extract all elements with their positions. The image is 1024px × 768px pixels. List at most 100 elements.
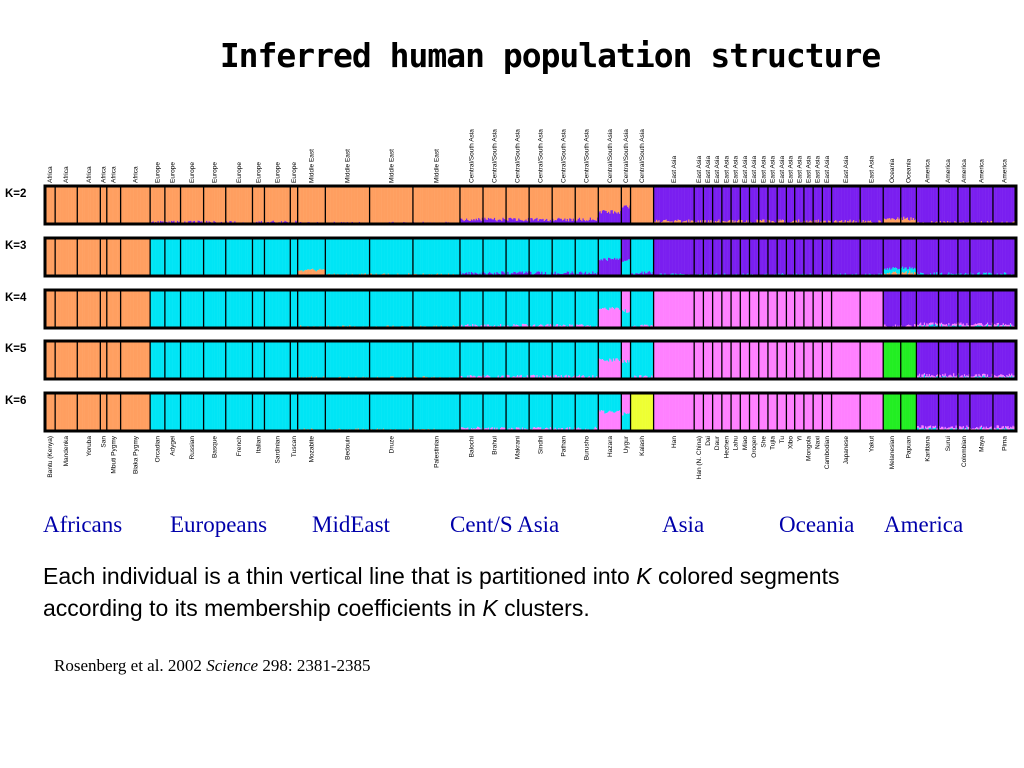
individual-violet	[694, 238, 696, 274]
individual-pink	[571, 324, 574, 328]
individual-cyan	[331, 238, 333, 275]
individual-orange	[901, 272, 904, 276]
individual-orange	[67, 341, 69, 379]
individual-cyan	[473, 238, 475, 275]
individual-orange	[349, 186, 351, 224]
individual-cyan	[369, 238, 372, 274]
individual-orange	[609, 186, 611, 214]
individual-violet	[741, 186, 743, 220]
individual-violet	[781, 238, 784, 274]
individual-cyan	[479, 238, 481, 274]
individual-cyan	[307, 290, 309, 327]
individual-cyan	[182, 290, 185, 328]
individual-violet	[759, 186, 762, 221]
individual-pink	[789, 290, 792, 328]
individual-cyan	[648, 290, 651, 328]
individual-cyan	[997, 324, 1000, 328]
individual-violet	[615, 212, 617, 224]
individual-cyan	[542, 238, 544, 275]
individual-cyan	[540, 290, 542, 325]
individual-pink	[743, 290, 746, 328]
individual-cyan	[208, 341, 210, 379]
individual-cyan	[410, 341, 412, 379]
individual-cyan	[920, 272, 922, 276]
individual-cyan	[450, 341, 452, 380]
population-block-karitiana	[916, 290, 939, 328]
individual-violet	[894, 238, 897, 268]
individual-violet	[900, 238, 903, 269]
individual-cyan	[191, 238, 193, 276]
individual-cyan	[190, 341, 192, 379]
individual-cyan	[426, 290, 428, 328]
individual-orange	[424, 186, 427, 226]
individual-orange	[139, 341, 141, 379]
individual-pink	[977, 323, 979, 325]
individual-orange	[615, 186, 617, 213]
individual-pink	[516, 375, 519, 379]
individual-violet	[724, 238, 726, 274]
individual-cyan	[566, 238, 569, 272]
individual-cyan	[325, 238, 327, 275]
individual-cyan	[424, 341, 427, 378]
individual-violet	[703, 186, 705, 222]
individual-pink	[922, 325, 925, 328]
individual-orange	[605, 186, 608, 211]
individual-violet	[808, 186, 810, 222]
individual-orange	[344, 186, 346, 223]
individual-orange	[186, 186, 189, 224]
individual-cyan	[315, 290, 318, 328]
individual-cyan	[242, 341, 245, 379]
individual-orange	[146, 290, 149, 328]
population-block-yakut	[860, 290, 884, 328]
individual-cyan	[641, 290, 643, 325]
individual-violet	[784, 186, 786, 224]
individual-cyan	[339, 238, 342, 276]
individual-pink	[645, 324, 647, 328]
individual-orange	[164, 186, 167, 222]
individual-orange	[63, 238, 66, 276]
individual-pink	[698, 290, 701, 328]
individual-orange	[91, 290, 94, 328]
individual-orange	[173, 186, 175, 221]
individual-violet	[677, 238, 679, 277]
individual-pink	[755, 290, 757, 328]
individual-pink	[861, 290, 863, 328]
individual-orange	[50, 341, 52, 379]
individual-pink	[722, 290, 725, 328]
individual-orange	[130, 341, 132, 379]
individual-pink	[862, 290, 865, 328]
individual-pink	[684, 290, 687, 328]
individual-orange	[853, 220, 855, 224]
individual-cyan	[648, 238, 651, 272]
individual-cyan	[303, 238, 306, 271]
individual-violet	[826, 186, 829, 223]
individual-violet	[612, 259, 615, 276]
individual-violet	[664, 186, 666, 221]
individual-pink	[689, 290, 691, 328]
individual-violet	[961, 290, 963, 325]
individual-violet	[893, 290, 896, 327]
individual-orange	[485, 186, 487, 220]
individual-violet	[563, 219, 565, 224]
individual-violet	[963, 186, 966, 223]
individual-cyan	[374, 238, 376, 277]
individual-pink	[957, 322, 960, 326]
individual-cyan	[370, 341, 373, 380]
individual-violet	[576, 220, 578, 224]
individual-orange	[51, 341, 53, 379]
individual-violet	[905, 186, 908, 219]
individual-violet	[975, 238, 978, 275]
individual-violet	[782, 238, 785, 275]
individual-pink	[554, 374, 557, 379]
individual-orange	[315, 271, 318, 276]
individual-cyan	[228, 341, 230, 379]
individual-cyan	[605, 290, 608, 309]
individual-violet	[464, 219, 467, 224]
individual-violet	[176, 220, 179, 224]
individual-orange	[758, 220, 761, 224]
individual-orange	[357, 186, 360, 225]
individual-pink	[663, 290, 665, 328]
individual-cyan	[623, 260, 626, 276]
individual-orange	[88, 290, 90, 328]
individual-cyan	[321, 290, 324, 328]
